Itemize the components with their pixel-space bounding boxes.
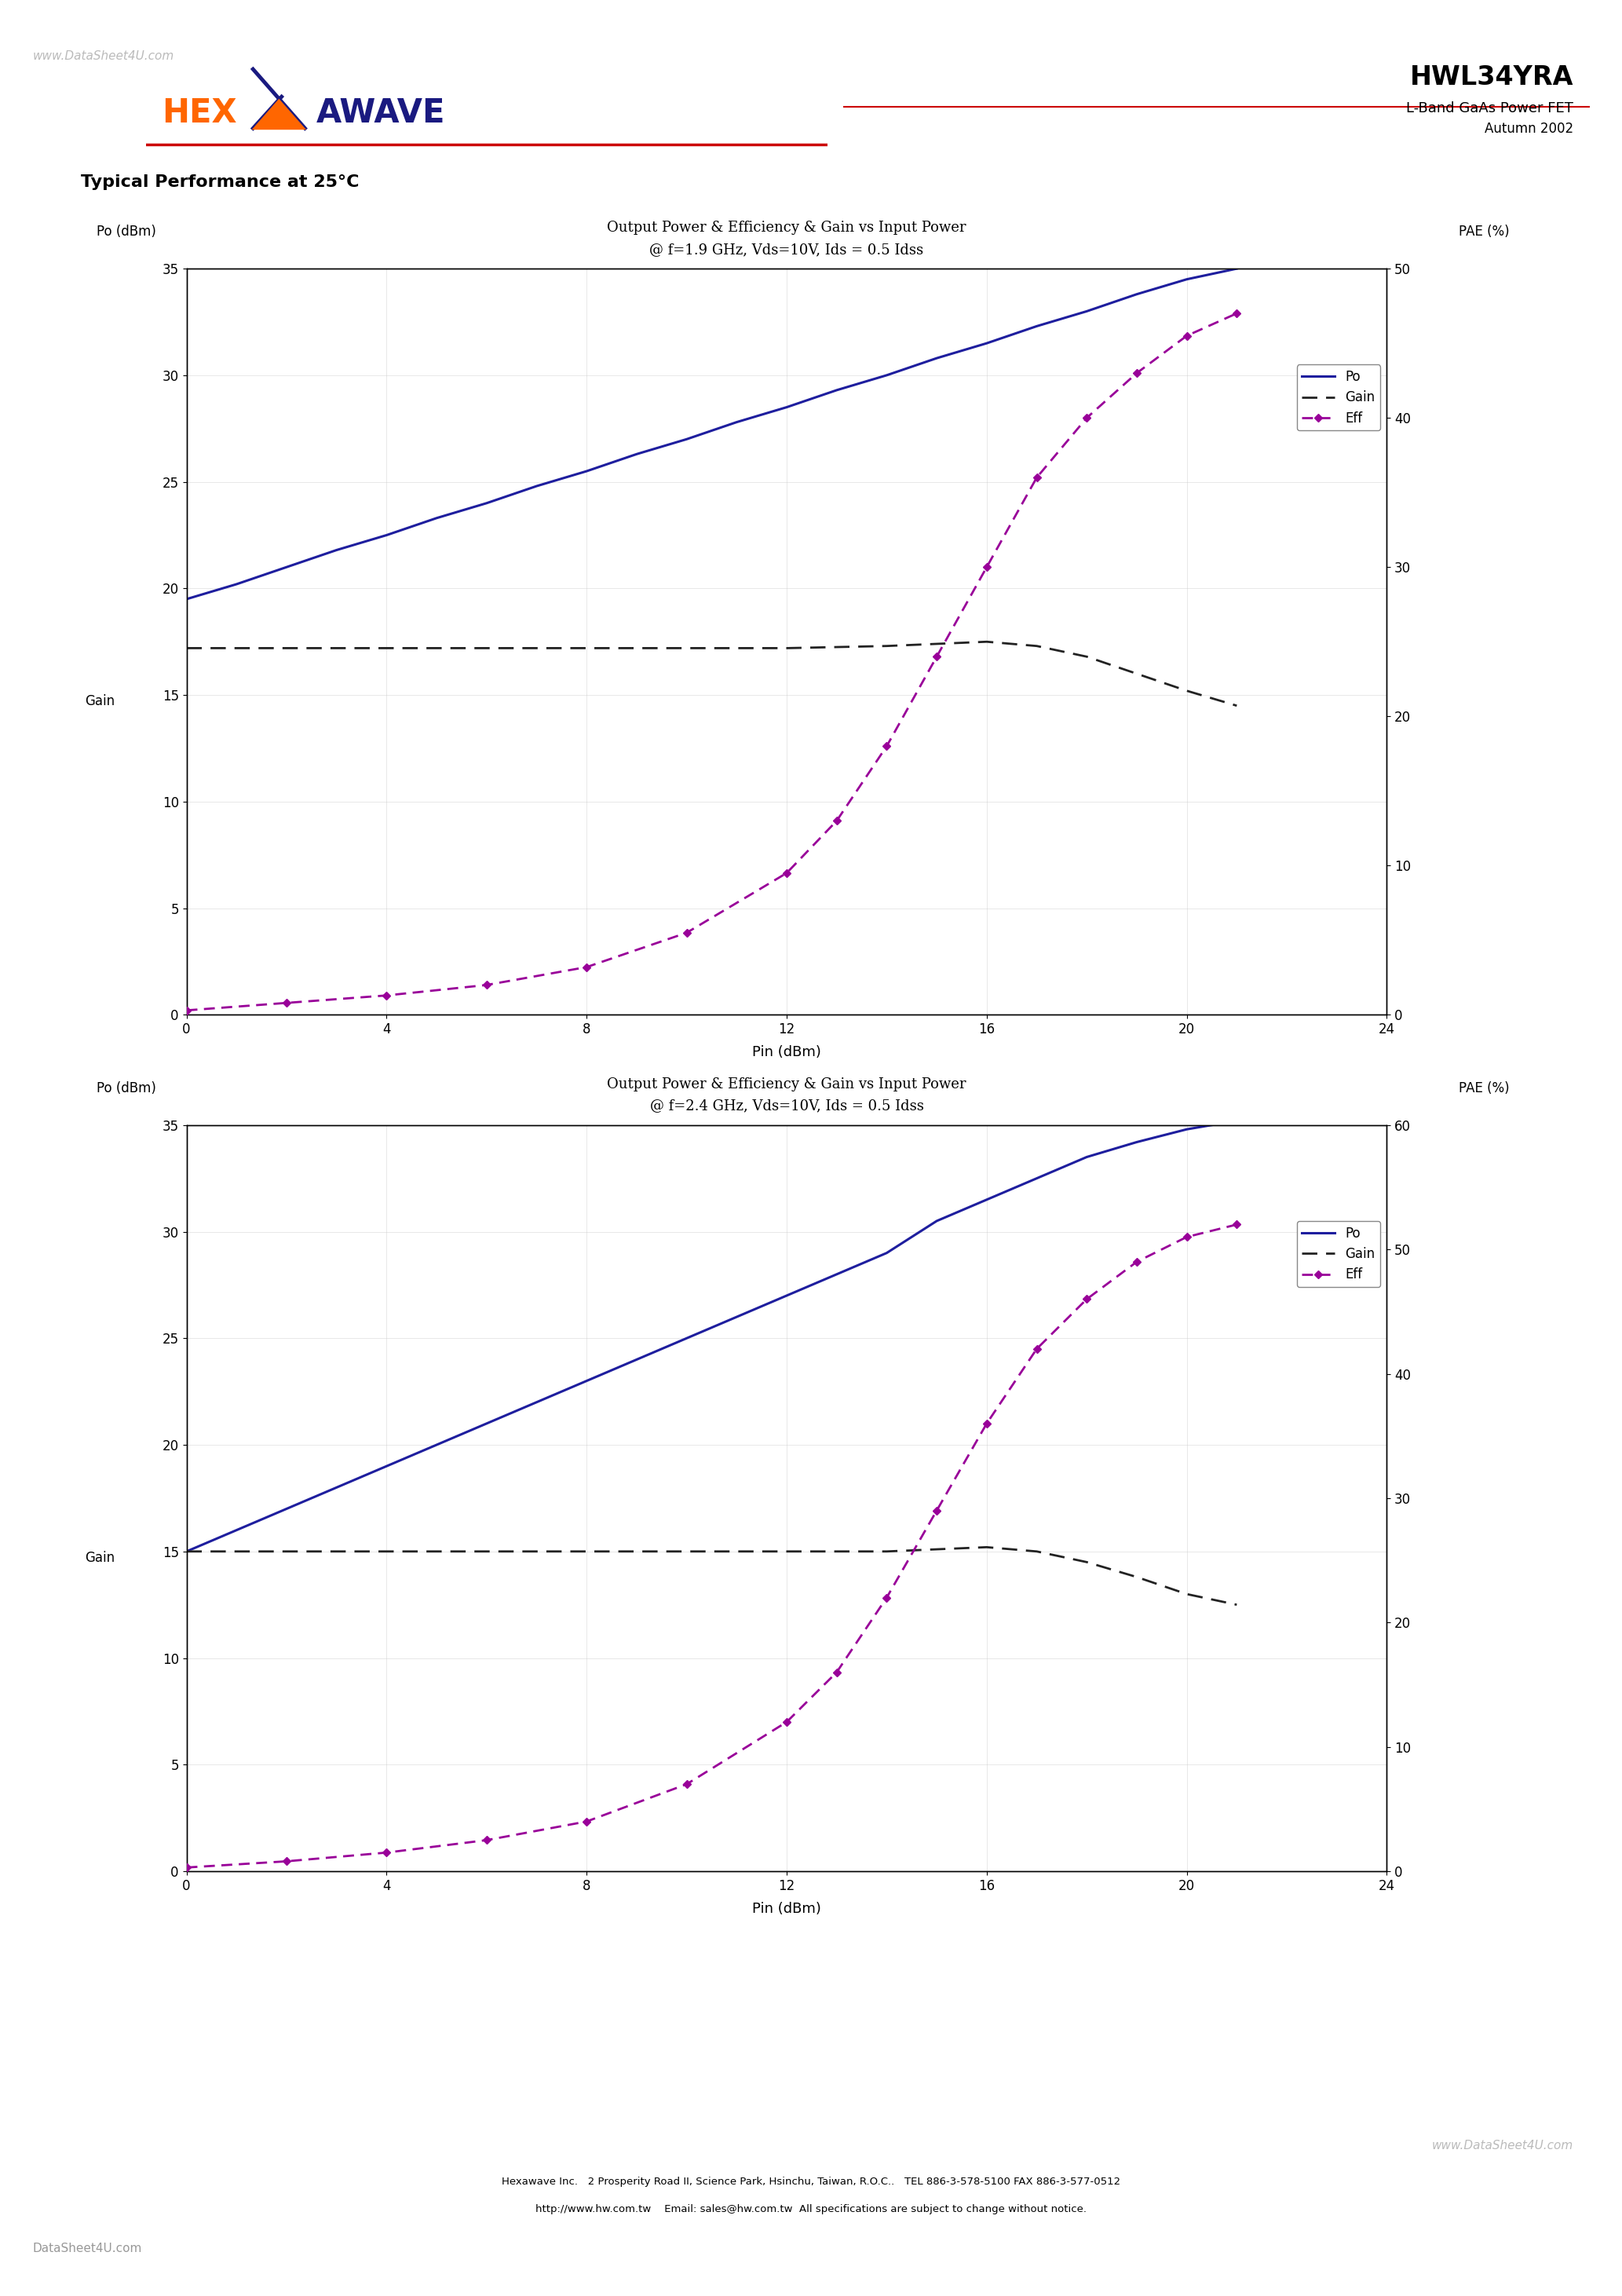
Text: Hexawave Inc.   2 Prosperity Road II, Science Park, Hsinchu, Taiwan, R.O.C..   T: Hexawave Inc. 2 Prosperity Road II, Scie… [501,2177,1121,2186]
Text: Po (dBm): Po (dBm) [96,1081,156,1095]
Text: Autumn 2002: Autumn 2002 [1484,122,1573,135]
Text: DataSheet4U.com: DataSheet4U.com [32,2243,141,2255]
Text: L-Band GaAs Power FET: L-Band GaAs Power FET [1406,101,1573,115]
Legend: Po, Gain, Eff: Po, Gain, Eff [1296,1221,1380,1288]
Text: PAE (%): PAE (%) [1458,1081,1510,1095]
Text: www.DataSheet4U.com: www.DataSheet4U.com [32,51,174,62]
X-axis label: Pin (dBm): Pin (dBm) [753,1901,821,1915]
Text: Gain: Gain [84,693,115,709]
Title: Output Power & Efficiency & Gain vs Input Power
@ f=2.4 GHz, Vds=10V, Ids = 0.5 : Output Power & Efficiency & Gain vs Inpu… [607,1077,967,1114]
Text: Gain: Gain [84,1550,115,1566]
Text: Typical Performance at 25°C: Typical Performance at 25°C [81,174,360,191]
Legend: Po, Gain, Eff: Po, Gain, Eff [1296,365,1380,432]
Text: http://www.hw.com.tw    Email: sales@hw.com.tw  All specifications are subject t: http://www.hw.com.tw Email: sales@hw.com… [535,2204,1087,2213]
Text: HEX: HEX [162,96,237,129]
Polygon shape [251,99,307,131]
Text: AWAVE: AWAVE [316,96,446,129]
Text: Po (dBm): Po (dBm) [96,225,156,239]
Text: PAE (%): PAE (%) [1458,225,1510,239]
Text: www.DataSheet4U.com: www.DataSheet4U.com [1432,2140,1573,2151]
X-axis label: Pin (dBm): Pin (dBm) [753,1045,821,1058]
Text: HWL34YRA: HWL34YRA [1410,64,1573,90]
Title: Output Power & Efficiency & Gain vs Input Power
@ f=1.9 GHz, Vds=10V, Ids = 0.5 : Output Power & Efficiency & Gain vs Inpu… [607,220,967,257]
